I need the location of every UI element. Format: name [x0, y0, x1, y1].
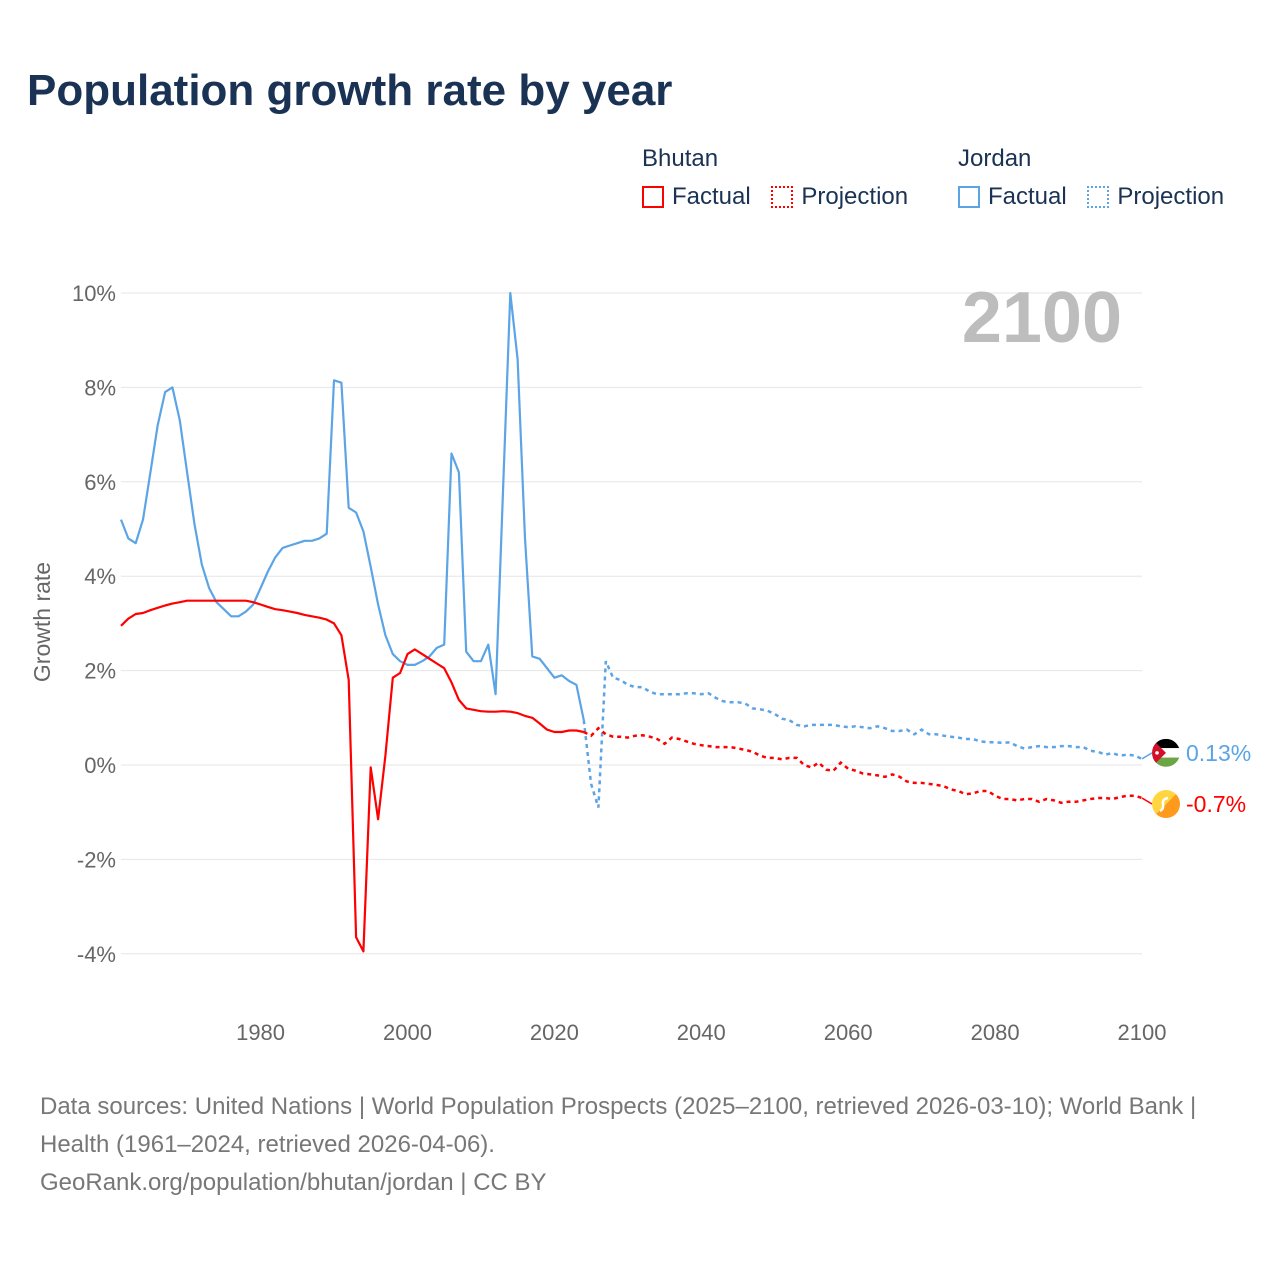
y-tick-label: -2%: [77, 847, 116, 872]
jordan-flag-icon: [1152, 738, 1180, 767]
flag-triangle: [1152, 738, 1166, 767]
flag-stripe: [1152, 738, 1180, 749]
legend-group-name: Bhutan: [642, 145, 719, 172]
x-tick-label: 2080: [971, 1020, 1020, 1045]
x-tick-label: 2000: [383, 1020, 432, 1045]
bhutan-flag-icon: [1152, 790, 1180, 819]
data-sources: Data sources: United Nations | World Pop…: [40, 1093, 1197, 1158]
legend-label: Factual: [988, 183, 1067, 210]
x-tick-label: 2060: [824, 1020, 873, 1045]
legend-jordan-factual[interactable]: Factual: [958, 183, 1067, 211]
credit-link[interactable]: GeoRank.org/population/bhutan/jordan | C…: [40, 1169, 547, 1196]
y-tick-label: 2%: [84, 659, 116, 684]
bhutan-leader-line: [1141, 797, 1153, 805]
legend-swatch: [771, 186, 794, 208]
flag-dragon: [1159, 796, 1169, 813]
y-tick-label: -4%: [77, 942, 116, 967]
x-tick-label: 2040: [677, 1020, 726, 1045]
x-tick-label: 2100: [1118, 1020, 1167, 1045]
year-watermark: 2100: [962, 278, 1122, 358]
jordan-leader-line: [1141, 752, 1153, 760]
y-tick-label: 10%: [72, 281, 116, 306]
chart-plot: 10% 8% 6% 4% 2% 0% -2% -4% 1980 2000 2020 2040 2060 2…: [29, 278, 1251, 1045]
y-tick-label: 8%: [84, 375, 116, 400]
chart-title: Population growth rate by year: [27, 66, 673, 115]
legend-swatch: [1087, 186, 1110, 208]
legend-jordan-projection[interactable]: Projection: [1087, 183, 1224, 211]
bhutan-end-label: -0.7%: [1186, 791, 1246, 817]
y-tick-label: 0%: [84, 753, 116, 778]
flag-half: [1152, 790, 1180, 819]
jordan-projection-line: [582, 660, 1143, 808]
legend-bhutan-projection[interactable]: Projection: [771, 183, 908, 211]
legend-label: Projection: [801, 183, 909, 210]
x-tick-label: 1980: [236, 1020, 285, 1045]
legend-group-bhutan: Bhutan Factual Projection: [642, 145, 922, 215]
jordan-factual-line: [119, 291, 585, 721]
footer: Data sources: United Nations | World Pop…: [40, 1088, 1240, 1202]
legend-swatch: [958, 186, 980, 208]
y-tick-label: 6%: [84, 470, 116, 495]
flag-stripe: [1152, 757, 1180, 767]
bhutan-factual-line: [120, 599, 585, 953]
legend-label: Projection: [1117, 183, 1225, 210]
jordan-end-label: 0.13%: [1186, 740, 1251, 766]
y-tick-label: 4%: [84, 564, 116, 589]
y-axis-label: Growth rate: [29, 562, 55, 682]
x-tick-label: 2020: [530, 1020, 579, 1045]
legend-swatch: [642, 186, 664, 208]
legend-group-jordan: Jordan Factual Projection: [958, 145, 1224, 215]
legend-group-name: Jordan: [958, 145, 1032, 172]
flag-star: [1155, 751, 1159, 755]
legend-bhutan-factual[interactable]: Factual: [642, 183, 751, 211]
legend-label: Factual: [672, 183, 751, 210]
bhutan-projection-line: [583, 726, 1143, 805]
